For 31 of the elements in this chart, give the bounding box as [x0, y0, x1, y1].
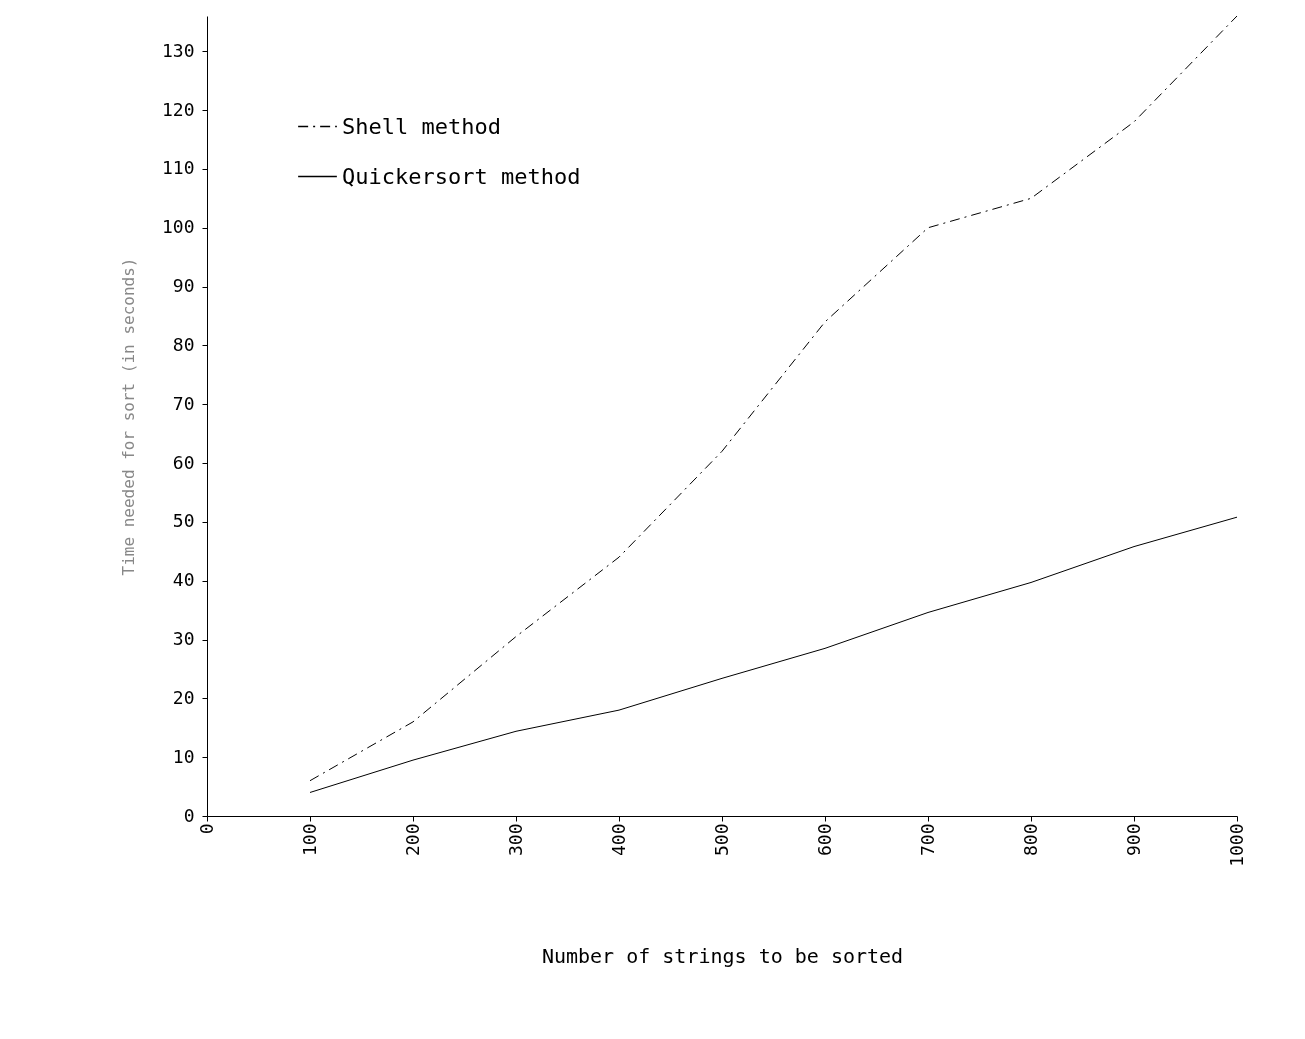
y-tick-label: 80: [172, 333, 195, 355]
x-tick-label: 300: [504, 823, 526, 857]
y-tick-label: 50: [172, 510, 195, 532]
y-tick-label: 40: [172, 569, 195, 591]
y-tick-label: 110: [161, 157, 195, 179]
y-tick-label: 10: [172, 745, 195, 767]
x-tick-label: 900: [1122, 823, 1144, 857]
x-tick-label: 800: [1019, 823, 1041, 857]
x-tick-label: 0: [195, 823, 217, 835]
y-tick-label: 130: [161, 39, 195, 61]
x-tick-label: 200: [401, 823, 423, 857]
y-tick-label: 0: [183, 804, 195, 826]
y-tick-label: 120: [161, 98, 195, 120]
x-tick-label: 100: [298, 823, 320, 857]
line-series: [309, 516, 1238, 793]
y-tick-label: 100: [161, 216, 195, 238]
x-tick-label: 400: [607, 823, 629, 857]
x-tick-label: 700: [916, 823, 938, 857]
y-tick-label: 90: [172, 275, 195, 297]
y-tick-label: 30: [172, 628, 195, 650]
legend-label: Shell method: [342, 113, 501, 139]
x-tick-label: 500: [710, 823, 732, 857]
legend-label: Quickersort method: [342, 163, 581, 189]
y-axis-title: Time needed for sort (in seconds): [118, 257, 138, 576]
x-axis-title: Number of strings to be sorted: [541, 943, 904, 968]
y-tick-label: 20: [172, 686, 195, 708]
y-tick-label: 60: [172, 451, 195, 473]
x-tick-label: 600: [813, 823, 835, 857]
line-series: [309, 15, 1238, 782]
y-tick-label: 70: [172, 392, 195, 414]
x-tick-label: 1000: [1225, 823, 1247, 867]
